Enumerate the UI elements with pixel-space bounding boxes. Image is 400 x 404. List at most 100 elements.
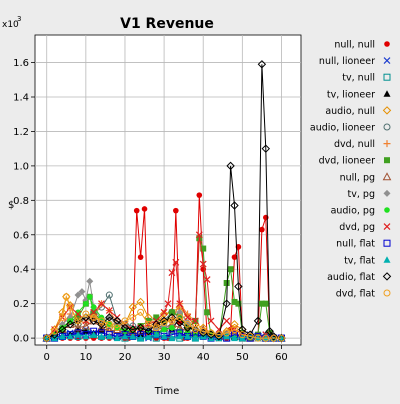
data-point — [253, 316, 263, 326]
legend-label: tv, flat — [344, 255, 375, 266]
data-point — [172, 258, 180, 266]
data-point — [98, 332, 105, 340]
data-point — [214, 332, 224, 341]
chart-title: V1 Revenue — [120, 16, 214, 32]
data-point — [246, 332, 254, 340]
data-point — [175, 318, 184, 327]
data-point — [90, 304, 97, 310]
legend-marker — [383, 57, 391, 65]
data-point — [176, 332, 184, 340]
data-point — [160, 332, 168, 340]
data-point — [226, 161, 235, 171]
legend-marker — [383, 90, 391, 97]
y-tick-label: 1.6 — [13, 58, 29, 69]
data-point — [199, 260, 207, 268]
data-point — [262, 300, 269, 307]
data-point — [191, 317, 199, 325]
data-point — [51, 327, 59, 335]
legend-marker — [383, 256, 391, 263]
y-tick-label: 0.6 — [13, 230, 29, 241]
legend-item: audio, pg — [331, 206, 390, 217]
data-point — [196, 192, 203, 198]
data-point — [176, 313, 184, 321]
y-tick-label: 0.8 — [13, 196, 29, 207]
x-axis-label: Time — [154, 386, 179, 397]
y-tick-label: 0.0 — [13, 334, 29, 345]
data-point — [168, 269, 176, 277]
data-point — [160, 319, 168, 327]
legend-marker — [384, 157, 390, 164]
data-point — [129, 332, 137, 340]
y-tick-label: 1.4 — [13, 93, 29, 104]
y-multiplier-exponent: 3 — [17, 15, 21, 23]
y-multiplier: x10 3 — [2, 15, 21, 30]
x-tick-label: 10 — [79, 352, 92, 363]
data-point — [82, 332, 90, 340]
x-tick-label: 30 — [158, 352, 171, 363]
legend-item: audio, null — [325, 106, 392, 117]
data-point — [74, 331, 82, 338]
data-point — [137, 254, 144, 260]
y-tick-label: 1.0 — [13, 161, 29, 172]
series-15 — [43, 293, 285, 342]
data-point — [207, 317, 215, 325]
data-point — [176, 300, 184, 308]
data-point — [215, 331, 223, 339]
x-tick-label: 0 — [44, 352, 50, 363]
legend-item: tv, pg — [348, 189, 391, 200]
legend-label: null, null — [334, 40, 375, 51]
legend-marker — [383, 289, 391, 297]
data-point — [204, 309, 211, 316]
legend-item: dvd, null — [334, 139, 391, 150]
data-point — [74, 317, 82, 325]
series-layer — [42, 60, 286, 343]
data-point — [75, 309, 81, 316]
data-point — [245, 330, 255, 339]
legend-marker — [383, 239, 391, 247]
y-tick-label: 0.4 — [13, 265, 29, 276]
legend-label: dvd, flat — [336, 289, 376, 300]
data-point — [43, 334, 51, 342]
data-point — [113, 334, 121, 342]
legend-label: tv, null — [342, 73, 375, 84]
data-point — [191, 334, 199, 342]
legend-label: dvd, null — [334, 139, 375, 150]
data-point — [62, 293, 70, 301]
legend-label: audio, lioneer — [310, 123, 375, 134]
data-point — [144, 320, 152, 328]
data-point — [265, 327, 274, 336]
data-point — [121, 332, 129, 340]
legend-item: null, lioneer — [319, 56, 391, 67]
data-point — [128, 325, 138, 334]
data-point — [223, 329, 231, 337]
data-point — [90, 313, 98, 321]
data-point — [161, 326, 167, 333]
data-point — [169, 324, 175, 331]
data-point — [153, 314, 160, 321]
data-point — [66, 303, 74, 311]
data-point — [200, 245, 207, 252]
data-point — [168, 317, 176, 325]
data-point — [73, 323, 83, 332]
data-point — [223, 317, 231, 325]
data-point — [144, 327, 153, 336]
data-point — [113, 324, 121, 332]
data-point — [144, 332, 152, 340]
data-point — [231, 326, 238, 333]
data-point — [203, 276, 211, 283]
data-point — [105, 291, 113, 299]
legend-item: dvd, lioneer — [319, 156, 390, 167]
data-point — [231, 334, 238, 342]
data-point — [223, 280, 230, 286]
legend-marker — [383, 223, 391, 231]
plot-area — [34, 34, 302, 346]
data-point — [152, 324, 160, 332]
data-point — [254, 334, 262, 342]
data-point — [231, 254, 238, 260]
data-point — [164, 300, 172, 308]
legend-label: null, pg — [340, 172, 375, 183]
data-point — [234, 282, 243, 291]
data-point — [65, 320, 75, 329]
